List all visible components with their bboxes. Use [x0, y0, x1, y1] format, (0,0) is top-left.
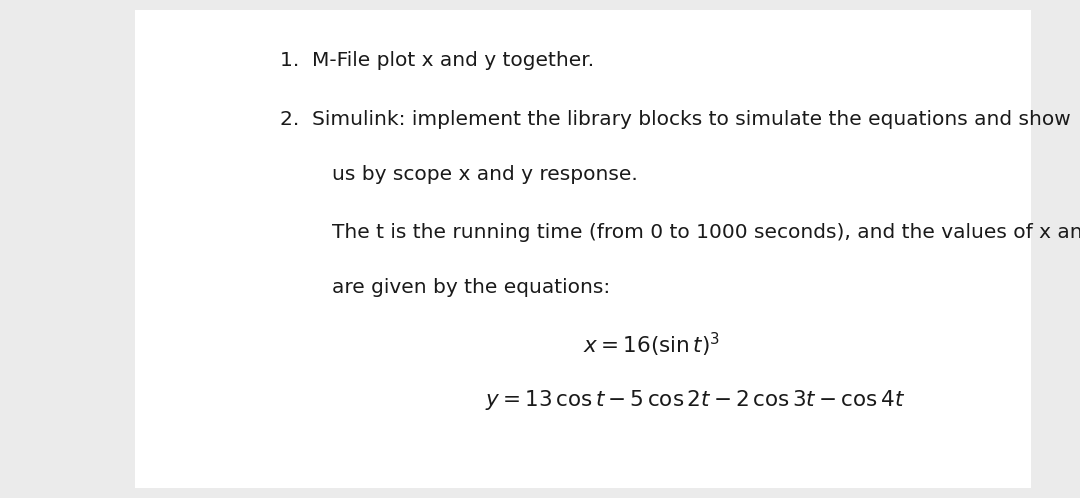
Text: 2.  Simulink: implement the library blocks to simulate the equations and show: 2. Simulink: implement the library block… [280, 111, 1071, 129]
Text: The t is the running time (from 0 to 1000 seconds), and the values of x and y: The t is the running time (from 0 to 100… [333, 223, 1080, 242]
Text: us by scope x and y response.: us by scope x and y response. [333, 165, 638, 184]
Text: are given by the equations:: are given by the equations: [333, 278, 610, 297]
Text: 1.  M-File plot x and y together.: 1. M-File plot x and y together. [280, 51, 594, 70]
Text: $x = 16(\mathrm{sin}\, t)^{3}$: $x = 16(\mathrm{sin}\, t)^{3}$ [583, 331, 720, 359]
Text: $y = 13\,\mathrm{cos}\, t - 5\,\mathrm{cos}\, 2t - 2\,\mathrm{cos}\, 3t - \mathr: $y = 13\,\mathrm{cos}\, t - 5\,\mathrm{c… [485, 387, 905, 411]
